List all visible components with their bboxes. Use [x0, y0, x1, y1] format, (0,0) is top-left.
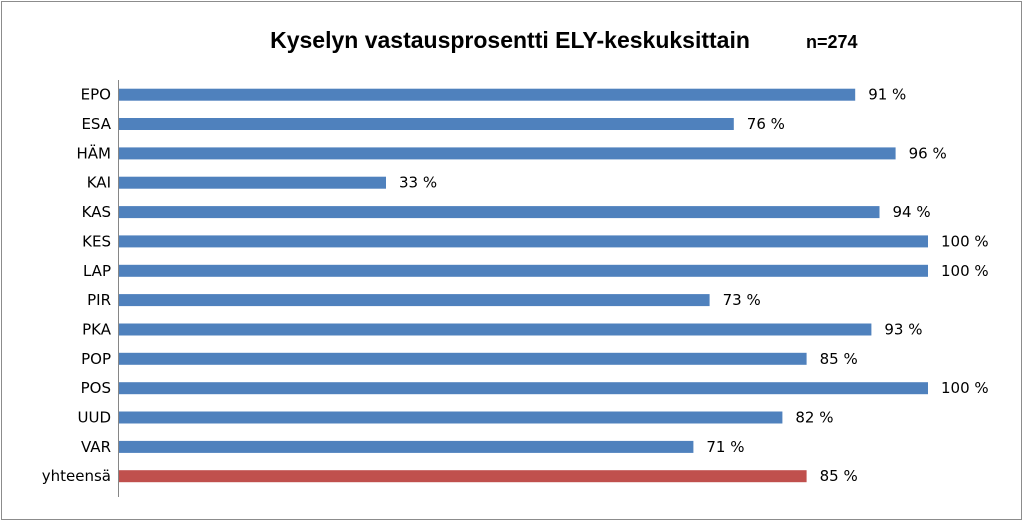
value-label-ham: 96 %	[909, 144, 947, 162]
value-label-pir: 73 %	[723, 291, 761, 309]
category-label-epo: EPO	[81, 86, 111, 104]
chart-title: Kyselyn vastausprosentti ELY-keskuksitta…	[270, 27, 750, 53]
bar-kai	[119, 176, 386, 189]
value-label-uud: 82 %	[795, 409, 833, 427]
value-labels-group: 91 % 76 % 96 % 33 % 94 % 100 % 100 % 73 % 93 % 85…	[399, 86, 989, 486]
value-label-yhteensa: 85 %	[820, 467, 858, 485]
category-label-kas: KAS	[82, 203, 111, 221]
value-label-kes: 100 %	[941, 232, 989, 250]
bar-var	[119, 440, 694, 453]
category-label-lap: LAP	[83, 262, 111, 280]
value-label-pka: 93 %	[884, 321, 922, 339]
category-label-pop: POP	[81, 350, 111, 368]
category-label-yhteensa: yhteensä	[42, 467, 111, 485]
category-label-pir: PIR	[87, 291, 111, 309]
chart-subtitle: n=274	[806, 32, 858, 52]
bar-kes	[119, 235, 928, 248]
bar-kas	[119, 206, 880, 219]
category-label-pos: POS	[81, 379, 111, 397]
bar-uud	[119, 411, 783, 424]
category-label-ham: HÄM	[77, 143, 111, 162]
category-label-kai: KAI	[87, 174, 111, 192]
value-label-kai: 33 %	[399, 174, 437, 192]
bar-esa	[119, 118, 734, 130]
category-label-var: VAR	[81, 438, 111, 456]
bar-lap	[119, 264, 928, 277]
bar-ham	[119, 147, 896, 160]
value-label-esa: 76 %	[747, 115, 785, 133]
bar-pka	[119, 323, 872, 336]
value-label-kas: 94 %	[893, 203, 931, 221]
value-label-var: 71 %	[706, 438, 744, 456]
category-label-pka: PKA	[82, 321, 112, 339]
category-label-esa: ESA	[81, 115, 111, 133]
bar-yhteensa	[119, 470, 807, 483]
bar-pop	[119, 352, 807, 365]
bar-pir	[119, 294, 710, 307]
category-labels-group: EPO ESA HÄM KAI KAS KES LAP PIR PKA POP POS UUD VAR y…	[42, 86, 112, 486]
bars-group	[119, 88, 928, 483]
category-label-kes: KES	[82, 232, 111, 250]
value-label-epo: 91 %	[868, 86, 906, 104]
value-label-pop: 85 %	[820, 350, 858, 368]
value-label-lap: 100 %	[941, 262, 989, 280]
bar-pos	[119, 382, 928, 395]
value-label-pos: 100 %	[941, 379, 989, 397]
category-label-uud: UUD	[77, 409, 111, 427]
bar-epo	[119, 88, 856, 101]
